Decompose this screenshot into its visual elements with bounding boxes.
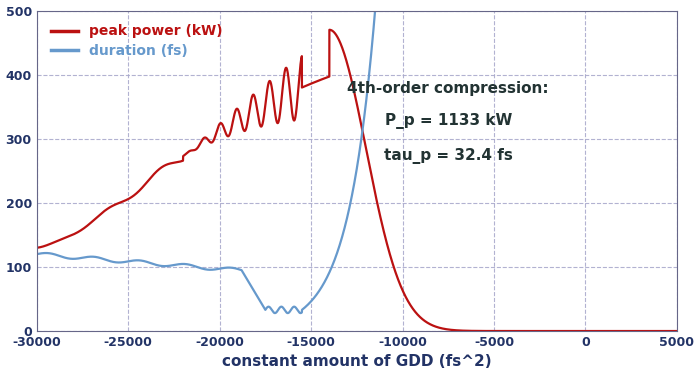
Text: tau_p = 32.4 fs: tau_p = 32.4 fs xyxy=(384,148,512,164)
Legend: peak power (kW), duration (fs): peak power (kW), duration (fs) xyxy=(43,18,230,65)
Text: 4th-order compression:: 4th-order compression: xyxy=(347,81,549,96)
X-axis label: constant amount of GDD (fs^2): constant amount of GDD (fs^2) xyxy=(222,354,491,369)
Text: P_p = 1133 kW: P_p = 1133 kW xyxy=(384,113,512,129)
